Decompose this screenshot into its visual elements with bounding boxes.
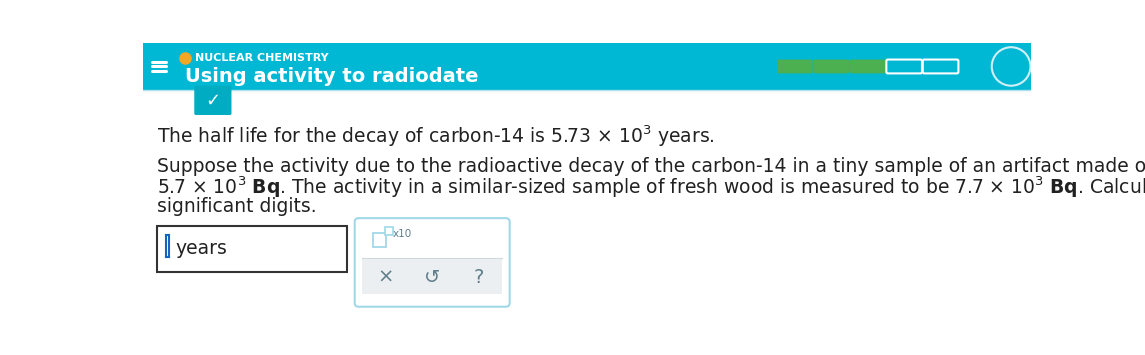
Bar [143,43,1030,90]
Text: years: years [175,240,228,258]
Bar [385,228,393,235]
Text: x10: x10 [393,229,412,239]
FancyBboxPatch shape [886,60,922,73]
Bar [363,259,502,294]
FancyBboxPatch shape [195,86,231,115]
FancyBboxPatch shape [813,60,850,73]
FancyBboxPatch shape [923,60,958,73]
Text: NUCLEAR CHEMISTRY: NUCLEAR CHEMISTRY [195,53,329,63]
FancyBboxPatch shape [355,218,510,307]
Bar [157,226,347,272]
Text: significant digits.: significant digits. [157,197,317,216]
FancyBboxPatch shape [777,60,813,73]
Text: ✓: ✓ [205,92,221,110]
Text: ↺: ↺ [424,268,441,287]
Text: Suppose the activity due to the radioactive decay of the carbon-14 in a tiny sam: Suppose the activity due to the radioact… [157,157,1145,176]
Text: 5.7 $\times$ 10$^{3}$ $\bf{Bq}$. The activity in a similar-sized sample of fresh: 5.7 $\times$ 10$^{3}$ $\bf{Bq}$. The act… [157,174,1145,200]
FancyBboxPatch shape [850,60,885,73]
Text: ×: × [378,268,394,287]
Bar [372,233,387,247]
Text: The half life for the decay of carbon-14 is 5.73 $\times$ 10$^{3}$ years.: The half life for the decay of carbon-14… [157,123,714,149]
Text: ?: ? [474,268,484,287]
Text: Using activity to radiodate: Using activity to radiodate [185,67,479,86]
